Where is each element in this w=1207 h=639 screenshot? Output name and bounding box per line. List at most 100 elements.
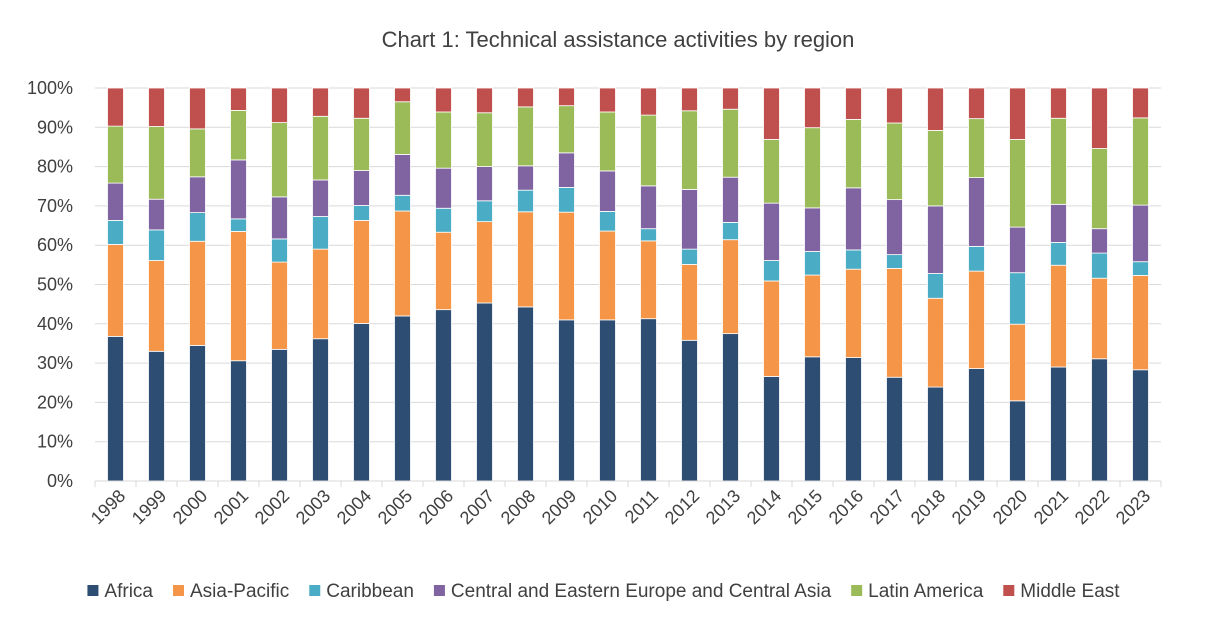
bar-middle-east-2012 [681,87,698,112]
bar-central-and-eastern-europe-and-central-asia-1998 [107,182,124,221]
bar-middle-east-2008 [517,87,534,108]
bar-stack-2008 [517,87,534,482]
bar-asia-pacific-2004 [353,220,370,324]
bar-africa-2016 [845,357,862,482]
bar-stack-2000 [189,87,206,482]
bar-central-and-eastern-europe-and-central-asia-2004 [353,170,370,206]
bar-latin-america-2007 [476,112,493,168]
bar-africa-1998 [107,335,124,482]
bar-asia-pacific-2023 [1132,275,1149,371]
bar-africa-2018 [927,386,944,482]
bar-caribbean-2006 [435,207,452,233]
bar-central-and-eastern-europe-and-central-asia-2018 [927,205,944,274]
bar-asia-pacific-2000 [189,240,206,346]
bar-africa-1999 [148,350,165,482]
bar-central-and-eastern-europe-and-central-asia-2009 [558,152,575,188]
bar-middle-east-2004 [353,87,370,119]
bars [107,87,1149,482]
legend-swatch [433,585,445,596]
bar-latin-america-2012 [681,110,698,190]
bar-asia-pacific-2015 [804,274,821,358]
y-tick-label: 70% [37,196,73,216]
bar-caribbean-2023 [1132,261,1149,276]
bar-caribbean-2000 [189,212,206,242]
bar-central-and-eastern-europe-and-central-asia-2020 [1009,226,1026,274]
bar-middle-east-2000 [189,87,206,130]
bar-asia-pacific-2006 [435,231,452,311]
bar-stack-2014 [763,87,780,482]
bar-caribbean-2003 [312,216,329,250]
bar-caribbean-2013 [722,222,739,241]
bar-middle-east-2021 [1050,87,1067,119]
bar-asia-pacific-2007 [476,221,493,304]
bar-caribbean-2018 [927,273,944,299]
legend-item: Caribbean [309,581,414,602]
legend-label: Africa [104,581,153,602]
bar-middle-east-2017 [886,87,903,124]
bar-central-and-eastern-europe-and-central-asia-2002 [271,196,288,240]
x-tick-label: 2011 [621,486,663,528]
legend-swatch [1003,585,1015,596]
bar-latin-america-2021 [1050,117,1067,205]
bar-central-and-eastern-europe-and-central-asia-2010 [599,170,616,212]
bar-asia-pacific-2005 [394,210,411,317]
bar-central-and-eastern-europe-and-central-asia-2007 [476,166,493,202]
x-tick-label: 2001 [210,486,252,528]
bar-africa-2010 [599,319,616,482]
bar-africa-2014 [763,376,780,482]
x-tick-label: 2013 [702,486,744,528]
chart-title: Chart 1: Technical assistance activities… [382,27,855,52]
bar-central-and-eastern-europe-and-central-asia-2001 [230,159,247,220]
y-tick-label: 0% [47,471,73,491]
x-tick-label: 2007 [456,486,498,528]
bar-asia-pacific-2020 [1009,323,1026,402]
bar-latin-america-2010 [599,111,616,172]
bar-latin-america-2000 [189,128,206,178]
legend-item: Africa [87,581,153,602]
bar-africa-2009 [558,319,575,482]
bar-caribbean-2008 [517,189,534,213]
bar-stack-2007 [476,87,493,482]
bar-stack-2006 [435,87,452,482]
x-tick-label: 2012 [661,486,703,528]
bar-latin-america-1999 [148,126,165,200]
bar-central-and-eastern-europe-and-central-asia-1999 [148,198,165,231]
bar-middle-east-2006 [435,87,452,113]
bar-central-and-eastern-europe-and-central-asia-2006 [435,167,452,209]
bar-caribbean-2009 [558,187,575,213]
bar-caribbean-2021 [1050,242,1067,266]
bar-caribbean-2002 [271,238,288,263]
y-tick-label: 80% [37,157,73,177]
bar-stack-2001 [230,87,247,482]
bar-central-and-eastern-europe-and-central-asia-2023 [1132,204,1149,263]
bar-caribbean-2001 [230,218,247,232]
y-tick-label: 50% [37,275,73,295]
bar-caribbean-2007 [476,200,493,223]
x-tick-label: 2018 [907,486,949,528]
bar-stack-2023 [1132,87,1149,482]
x-tick-label: 2006 [415,486,457,528]
x-tick-label: 1998 [87,486,129,528]
bar-latin-america-2023 [1132,117,1149,206]
bar-middle-east-2010 [599,87,616,113]
bar-middle-east-1998 [107,87,124,127]
bar-latin-america-2006 [435,111,452,169]
legend-label: Asia-Pacific [190,581,289,602]
bar-africa-2007 [476,302,493,482]
bar-latin-america-2020 [1009,139,1026,228]
bar-africa-2012 [681,339,698,482]
legend-swatch [173,585,185,596]
bar-stack-2004 [353,87,370,482]
bar-africa-2020 [1009,400,1026,482]
x-tick-label: 2014 [743,486,785,528]
bar-latin-america-1998 [107,125,124,184]
bar-africa-2003 [312,338,329,482]
bar-caribbean-2004 [353,205,370,221]
y-tick-label: 30% [37,353,73,373]
bar-caribbean-2014 [763,260,780,282]
bar-asia-pacific-1998 [107,244,124,337]
bar-africa-2006 [435,309,452,482]
bar-stack-2016 [845,87,862,482]
bar-middle-east-2015 [804,87,821,129]
